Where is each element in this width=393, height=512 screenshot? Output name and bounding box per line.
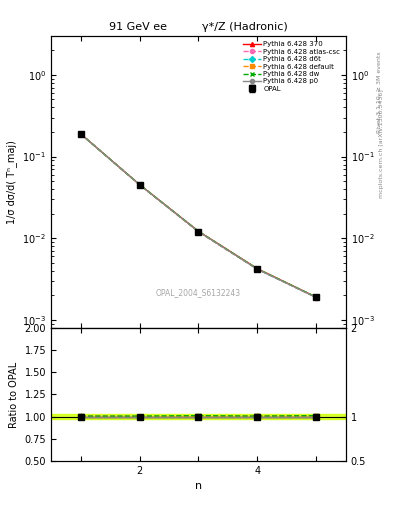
- Pythia 6.428 dw: [137, 181, 142, 187]
- Pythia 6.428 p0: [314, 294, 319, 301]
- Line: Pythia 6.428 d6t: Pythia 6.428 d6t: [79, 132, 318, 300]
- Pythia 6.428 dw: [196, 228, 201, 234]
- Pythia 6.428 d6t: [78, 131, 83, 137]
- Text: Rivet 3.1.10, ≥ 3M events: Rivet 3.1.10, ≥ 3M events: [377, 51, 382, 133]
- Pythia 6.428 default: [137, 182, 142, 188]
- Pythia 6.428 p0: [196, 228, 201, 234]
- Pythia 6.428 default: [255, 266, 260, 272]
- Bar: [51, 414, 346, 419]
- Pythia 6.428 370: [314, 294, 319, 301]
- Pythia 6.428 370: [196, 228, 201, 234]
- Line: Pythia 6.428 default: Pythia 6.428 default: [79, 132, 318, 300]
- Pythia 6.428 atlas-csc: [255, 266, 260, 272]
- Pythia 6.428 default: [196, 228, 201, 234]
- Pythia 6.428 d6t: [196, 228, 201, 234]
- Pythia 6.428 d6t: [314, 294, 319, 301]
- Pythia 6.428 default: [314, 294, 319, 301]
- Y-axis label: 1/σ dσ/d( Tⁿ_maj): 1/σ dσ/d( Tⁿ_maj): [6, 140, 17, 224]
- Pythia 6.428 370: [78, 131, 83, 137]
- Line: Pythia 6.428 dw: Pythia 6.428 dw: [79, 132, 318, 299]
- Pythia 6.428 dw: [78, 131, 83, 137]
- Line: Pythia 6.428 p0: Pythia 6.428 p0: [79, 132, 318, 300]
- Pythia 6.428 dw: [314, 294, 319, 300]
- Text: mcplots.cern.ch [arXiv:1306.3436]: mcplots.cern.ch [arXiv:1306.3436]: [379, 89, 384, 198]
- Y-axis label: Ratio to OPAL: Ratio to OPAL: [9, 361, 19, 428]
- Line: Pythia 6.428 370: Pythia 6.428 370: [79, 132, 318, 300]
- Title: 91 GeV ee          γ*/Z (Hadronic): 91 GeV ee γ*/Z (Hadronic): [109, 23, 288, 32]
- Pythia 6.428 d6t: [137, 182, 142, 188]
- Pythia 6.428 370: [255, 266, 260, 272]
- Pythia 6.428 p0: [78, 131, 83, 137]
- Pythia 6.428 atlas-csc: [137, 182, 142, 188]
- Pythia 6.428 p0: [137, 182, 142, 188]
- Legend: Pythia 6.428 370, Pythia 6.428 atlas-csc, Pythia 6.428 d6t, Pythia 6.428 default: Pythia 6.428 370, Pythia 6.428 atlas-csc…: [241, 39, 342, 94]
- X-axis label: n: n: [195, 481, 202, 491]
- Pythia 6.428 atlas-csc: [78, 131, 83, 137]
- Pythia 6.428 p0: [255, 266, 260, 272]
- Pythia 6.428 atlas-csc: [196, 229, 201, 235]
- Pythia 6.428 atlas-csc: [314, 294, 319, 301]
- Pythia 6.428 d6t: [255, 266, 260, 272]
- Pythia 6.428 370: [137, 181, 142, 187]
- Line: Pythia 6.428 atlas-csc: Pythia 6.428 atlas-csc: [79, 132, 318, 300]
- Pythia 6.428 default: [78, 131, 83, 137]
- Pythia 6.428 dw: [255, 266, 260, 272]
- Text: OPAL_2004_S6132243: OPAL_2004_S6132243: [156, 288, 241, 297]
